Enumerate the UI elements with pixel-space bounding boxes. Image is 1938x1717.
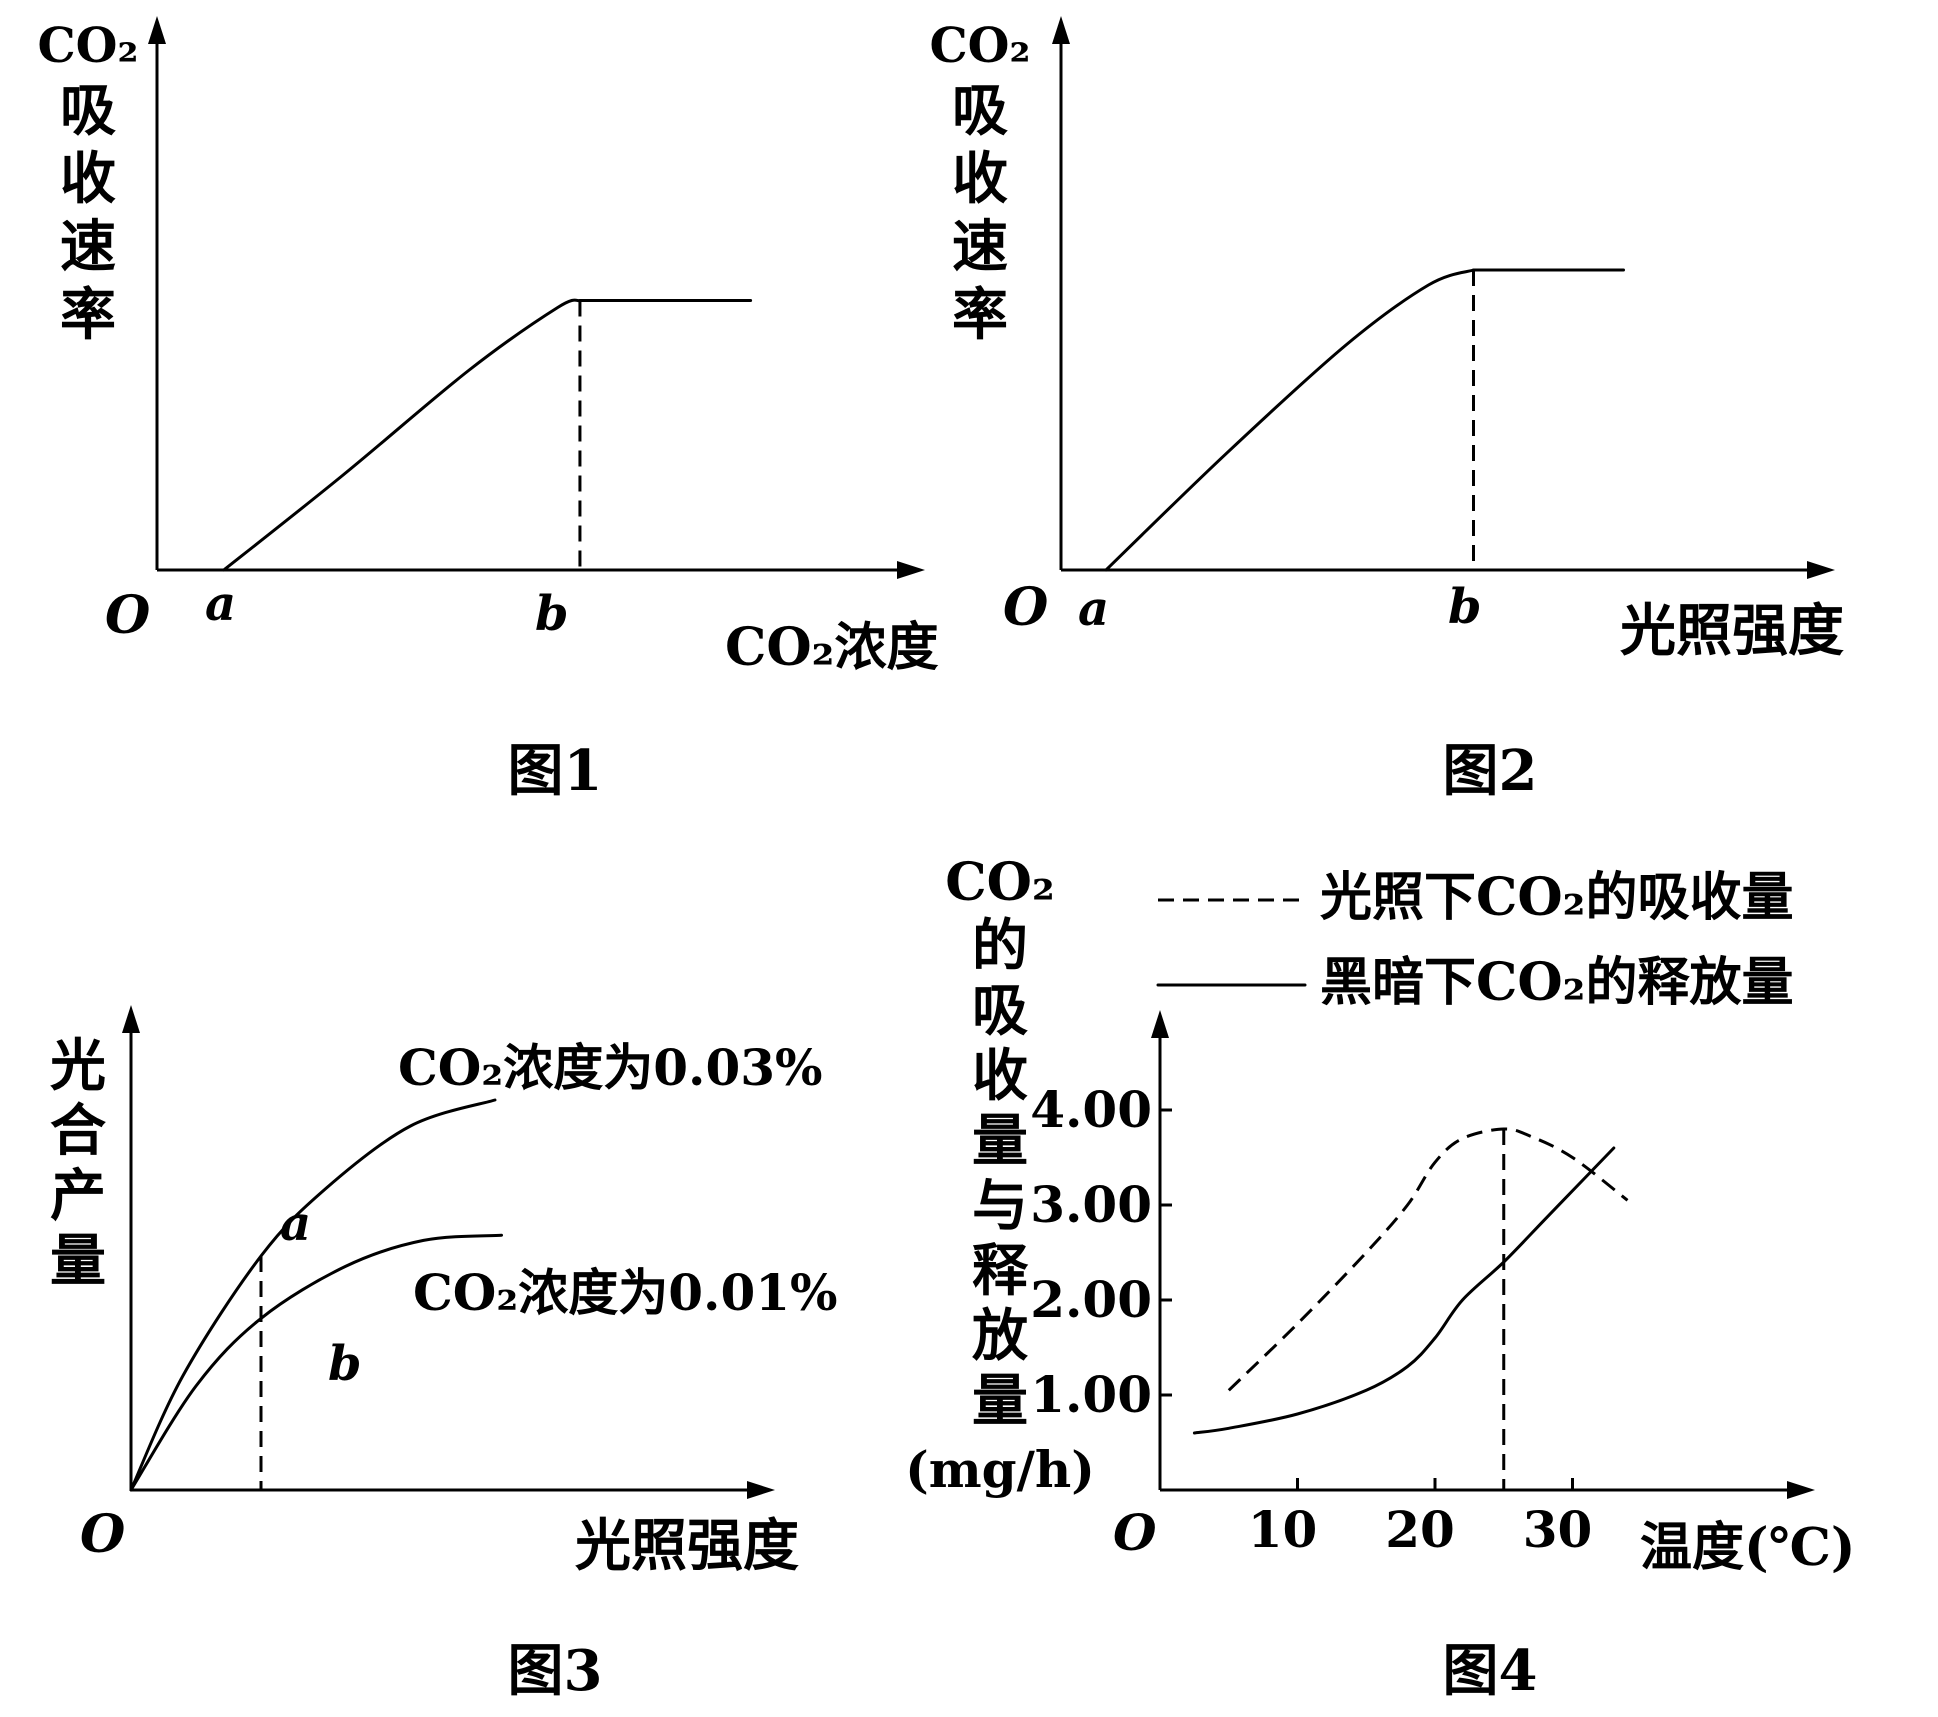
chart-2-ylabel-1: 吸 <box>952 78 1008 144</box>
chart-4: 10 20 30 1.00 2.00 3.00 4.00 CO₂ 的 吸 收 量 与 释 放… <box>905 852 1855 1704</box>
chart-2-point-a: a <box>1078 581 1109 637</box>
chart-4-ytick-label-2.00: 2.00 <box>1030 1270 1152 1329</box>
chart-4-yunit: (mg/h) <box>905 1440 1095 1499</box>
chart-2-ylabel-0: CO₂ <box>929 18 1030 74</box>
chart-4-ylabel-5: 与 <box>972 1173 1028 1239</box>
chart-4-ylabel-6: 释 <box>972 1238 1029 1304</box>
chart-2-point-b: b <box>1448 579 1482 635</box>
chart-3-point-a: a <box>280 1196 311 1252</box>
chart-2-plot <box>1104 268 1625 572</box>
chart-3-ylabel-0: 光 <box>50 1033 106 1099</box>
chart-2: CO₂ 吸 收 速 率 O a b 光照强度 图2 <box>929 16 1844 804</box>
chart-3-series-1-label: CO₂浓度为0.03% <box>398 1038 823 1097</box>
chart-4-series-2-line <box>1192 1146 1616 1435</box>
chart-1-origin-label: O <box>105 585 150 646</box>
chart-1-point-b: b <box>535 586 569 642</box>
chart-1-y-arrow <box>148 16 166 44</box>
chart-3-ylabel-2: 产 <box>50 1163 106 1229</box>
chart-4-ticks: 10 20 30 1.00 2.00 3.00 4.00 <box>1030 1080 1592 1559</box>
chart-4-ylabel-7: 放 <box>972 1303 1028 1369</box>
chart-4-ytick-label-1.00: 1.00 <box>1030 1365 1152 1424</box>
chart-4-ylabel-1: 的 <box>972 913 1028 979</box>
chart-1-ylabel-0: CO₂ <box>37 18 138 74</box>
chart-3-series-2-line <box>129 1233 503 1492</box>
chart-3-point-b: b <box>328 1336 362 1392</box>
chart-1-point-a: a <box>205 576 236 632</box>
chart-2-origin-label: O <box>1003 577 1048 638</box>
chart-4-ytick-label-3.00: 3.00 <box>1030 1175 1152 1234</box>
chart-2-y-arrow <box>1052 16 1070 44</box>
chart-4-ylabel-2: 吸 <box>972 978 1028 1044</box>
chart-2-curve-rising <box>1104 268 1475 572</box>
chart-2-x-arrow <box>1807 561 1835 579</box>
chart-4-xtick-label-30: 30 <box>1523 1500 1593 1559</box>
legend-label-solid: 黑暗下CO₂的释放量 <box>1320 952 1793 1013</box>
chart-4-ytick-label-4.00: 4.00 <box>1030 1080 1152 1139</box>
chart-4-ylabel-0: CO₂ <box>945 852 1054 913</box>
chart-3-plot <box>129 1098 503 1492</box>
chart-3-xlabel: 光照强度 <box>575 1513 799 1579</box>
chart-1: CO₂ 吸 收 速 率 O a b CO₂浓度 图1 <box>37 16 938 804</box>
chart-1-ylabel-2: 收 <box>60 146 116 212</box>
chart-2-xlabel: 光照强度 <box>1620 598 1844 664</box>
chart-4-xtick-label-10: 10 <box>1248 1500 1318 1559</box>
chart-4-xtick-label-20: 20 <box>1385 1500 1455 1559</box>
chart-3-ylabel-3: 量 <box>50 1228 106 1294</box>
chart-1-ylabel-1: 吸 <box>60 78 116 144</box>
chart-3: 光 合 产 量 CO₂浓度为0.03% CO₂浓度为0.01% a b O 光照… <box>50 1005 838 1704</box>
chart-3-x-arrow <box>747 1481 775 1499</box>
chart-4-x-arrow <box>1787 1481 1815 1499</box>
chart-4-legend: 光照下CO₂的吸收量 黑暗下CO₂的释放量 <box>1156 867 1793 1013</box>
chart-4-caption: 图4 <box>1443 1638 1538 1704</box>
chart-1-x-arrow <box>897 561 925 579</box>
chart-3-caption: 图3 <box>508 1638 603 1704</box>
chart-4-series-1-line <box>1227 1127 1629 1392</box>
chart-4-origin-label: O <box>1113 1503 1157 1562</box>
chart-3-ylabel-1: 合 <box>50 1098 106 1164</box>
chart-4-ylabel-3: 收 <box>972 1043 1028 1109</box>
legend-label-dashed: 光照下CO₂的吸收量 <box>1320 867 1793 928</box>
chart-3-series-1-line <box>129 1098 497 1492</box>
chart-4-plot <box>1192 1127 1629 1490</box>
chart-3-origin-label: O <box>80 1504 125 1565</box>
chart-4-ylabel-8: 量 <box>972 1368 1028 1434</box>
chart-4-xlabel: 温度(℃) <box>1640 1517 1856 1578</box>
chart-2-ylabel-4: 率 <box>952 282 1008 348</box>
chart-2-ylabel-2: 收 <box>952 146 1008 212</box>
chart-1-ylabel-4: 率 <box>60 282 116 348</box>
chart-3-series-2-label: CO₂浓度为0.01% <box>413 1263 838 1322</box>
chart-2-caption: 图2 <box>1443 738 1538 804</box>
chart-1-caption: 图1 <box>508 738 603 804</box>
chart-4-ylabel-4: 量 <box>972 1108 1028 1174</box>
chart-1-curve-rising <box>222 298 582 572</box>
chart-3-y-arrow <box>122 1005 140 1033</box>
chart-1-ylabel-3: 速 <box>60 214 116 280</box>
chart-1-plot <box>222 298 753 572</box>
chart-4-y-arrow <box>1151 1010 1169 1038</box>
chart-2-ylabel-3: 速 <box>952 214 1008 280</box>
chart-1-xlabel: CO₂浓度 <box>725 617 938 678</box>
